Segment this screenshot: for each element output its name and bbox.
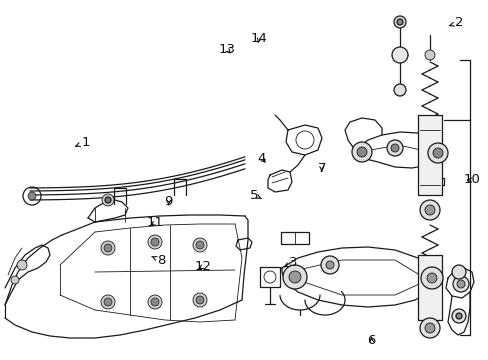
Text: 6: 6 bbox=[366, 334, 375, 347]
Circle shape bbox=[151, 298, 159, 306]
Circle shape bbox=[432, 148, 442, 158]
Circle shape bbox=[104, 298, 112, 306]
Circle shape bbox=[420, 267, 442, 289]
Circle shape bbox=[148, 295, 162, 309]
Circle shape bbox=[455, 313, 461, 319]
Text: 14: 14 bbox=[250, 32, 267, 45]
Circle shape bbox=[424, 323, 434, 333]
Circle shape bbox=[288, 271, 301, 283]
Circle shape bbox=[102, 194, 114, 206]
Circle shape bbox=[391, 47, 407, 63]
Text: 12: 12 bbox=[194, 260, 211, 273]
Circle shape bbox=[451, 309, 465, 323]
Text: 10: 10 bbox=[463, 174, 479, 186]
Circle shape bbox=[17, 260, 27, 270]
Circle shape bbox=[386, 140, 402, 156]
Circle shape bbox=[151, 238, 159, 246]
Circle shape bbox=[393, 84, 405, 96]
Circle shape bbox=[148, 235, 162, 249]
Text: 9: 9 bbox=[164, 195, 173, 208]
Circle shape bbox=[105, 197, 111, 203]
Circle shape bbox=[104, 244, 112, 252]
Circle shape bbox=[424, 205, 434, 215]
Circle shape bbox=[11, 276, 19, 284]
Bar bbox=[417, 115, 441, 195]
Circle shape bbox=[456, 280, 464, 288]
Circle shape bbox=[196, 241, 203, 249]
Circle shape bbox=[424, 50, 434, 60]
Circle shape bbox=[320, 256, 338, 274]
Circle shape bbox=[396, 19, 402, 25]
Bar bbox=[417, 255, 441, 320]
Circle shape bbox=[101, 295, 115, 309]
Circle shape bbox=[427, 143, 447, 163]
Circle shape bbox=[101, 241, 115, 255]
Circle shape bbox=[393, 16, 405, 28]
Circle shape bbox=[283, 265, 306, 289]
Text: 8: 8 bbox=[152, 254, 165, 267]
Text: 11: 11 bbox=[147, 216, 163, 229]
Circle shape bbox=[196, 296, 203, 304]
Text: 4: 4 bbox=[257, 152, 265, 165]
Circle shape bbox=[193, 293, 206, 307]
Text: 13: 13 bbox=[219, 43, 235, 56]
Circle shape bbox=[193, 238, 206, 252]
Circle shape bbox=[419, 200, 439, 220]
Circle shape bbox=[426, 273, 436, 283]
Text: 7: 7 bbox=[317, 162, 325, 175]
Text: 3: 3 bbox=[284, 256, 297, 269]
Circle shape bbox=[452, 276, 468, 292]
Circle shape bbox=[419, 318, 439, 338]
Text: 1: 1 bbox=[76, 136, 90, 149]
Circle shape bbox=[28, 192, 36, 200]
Circle shape bbox=[325, 261, 333, 269]
Circle shape bbox=[451, 265, 465, 279]
Text: 2: 2 bbox=[449, 16, 463, 29]
Text: 5: 5 bbox=[249, 189, 261, 202]
Circle shape bbox=[351, 142, 371, 162]
Circle shape bbox=[356, 147, 366, 157]
Circle shape bbox=[390, 144, 398, 152]
